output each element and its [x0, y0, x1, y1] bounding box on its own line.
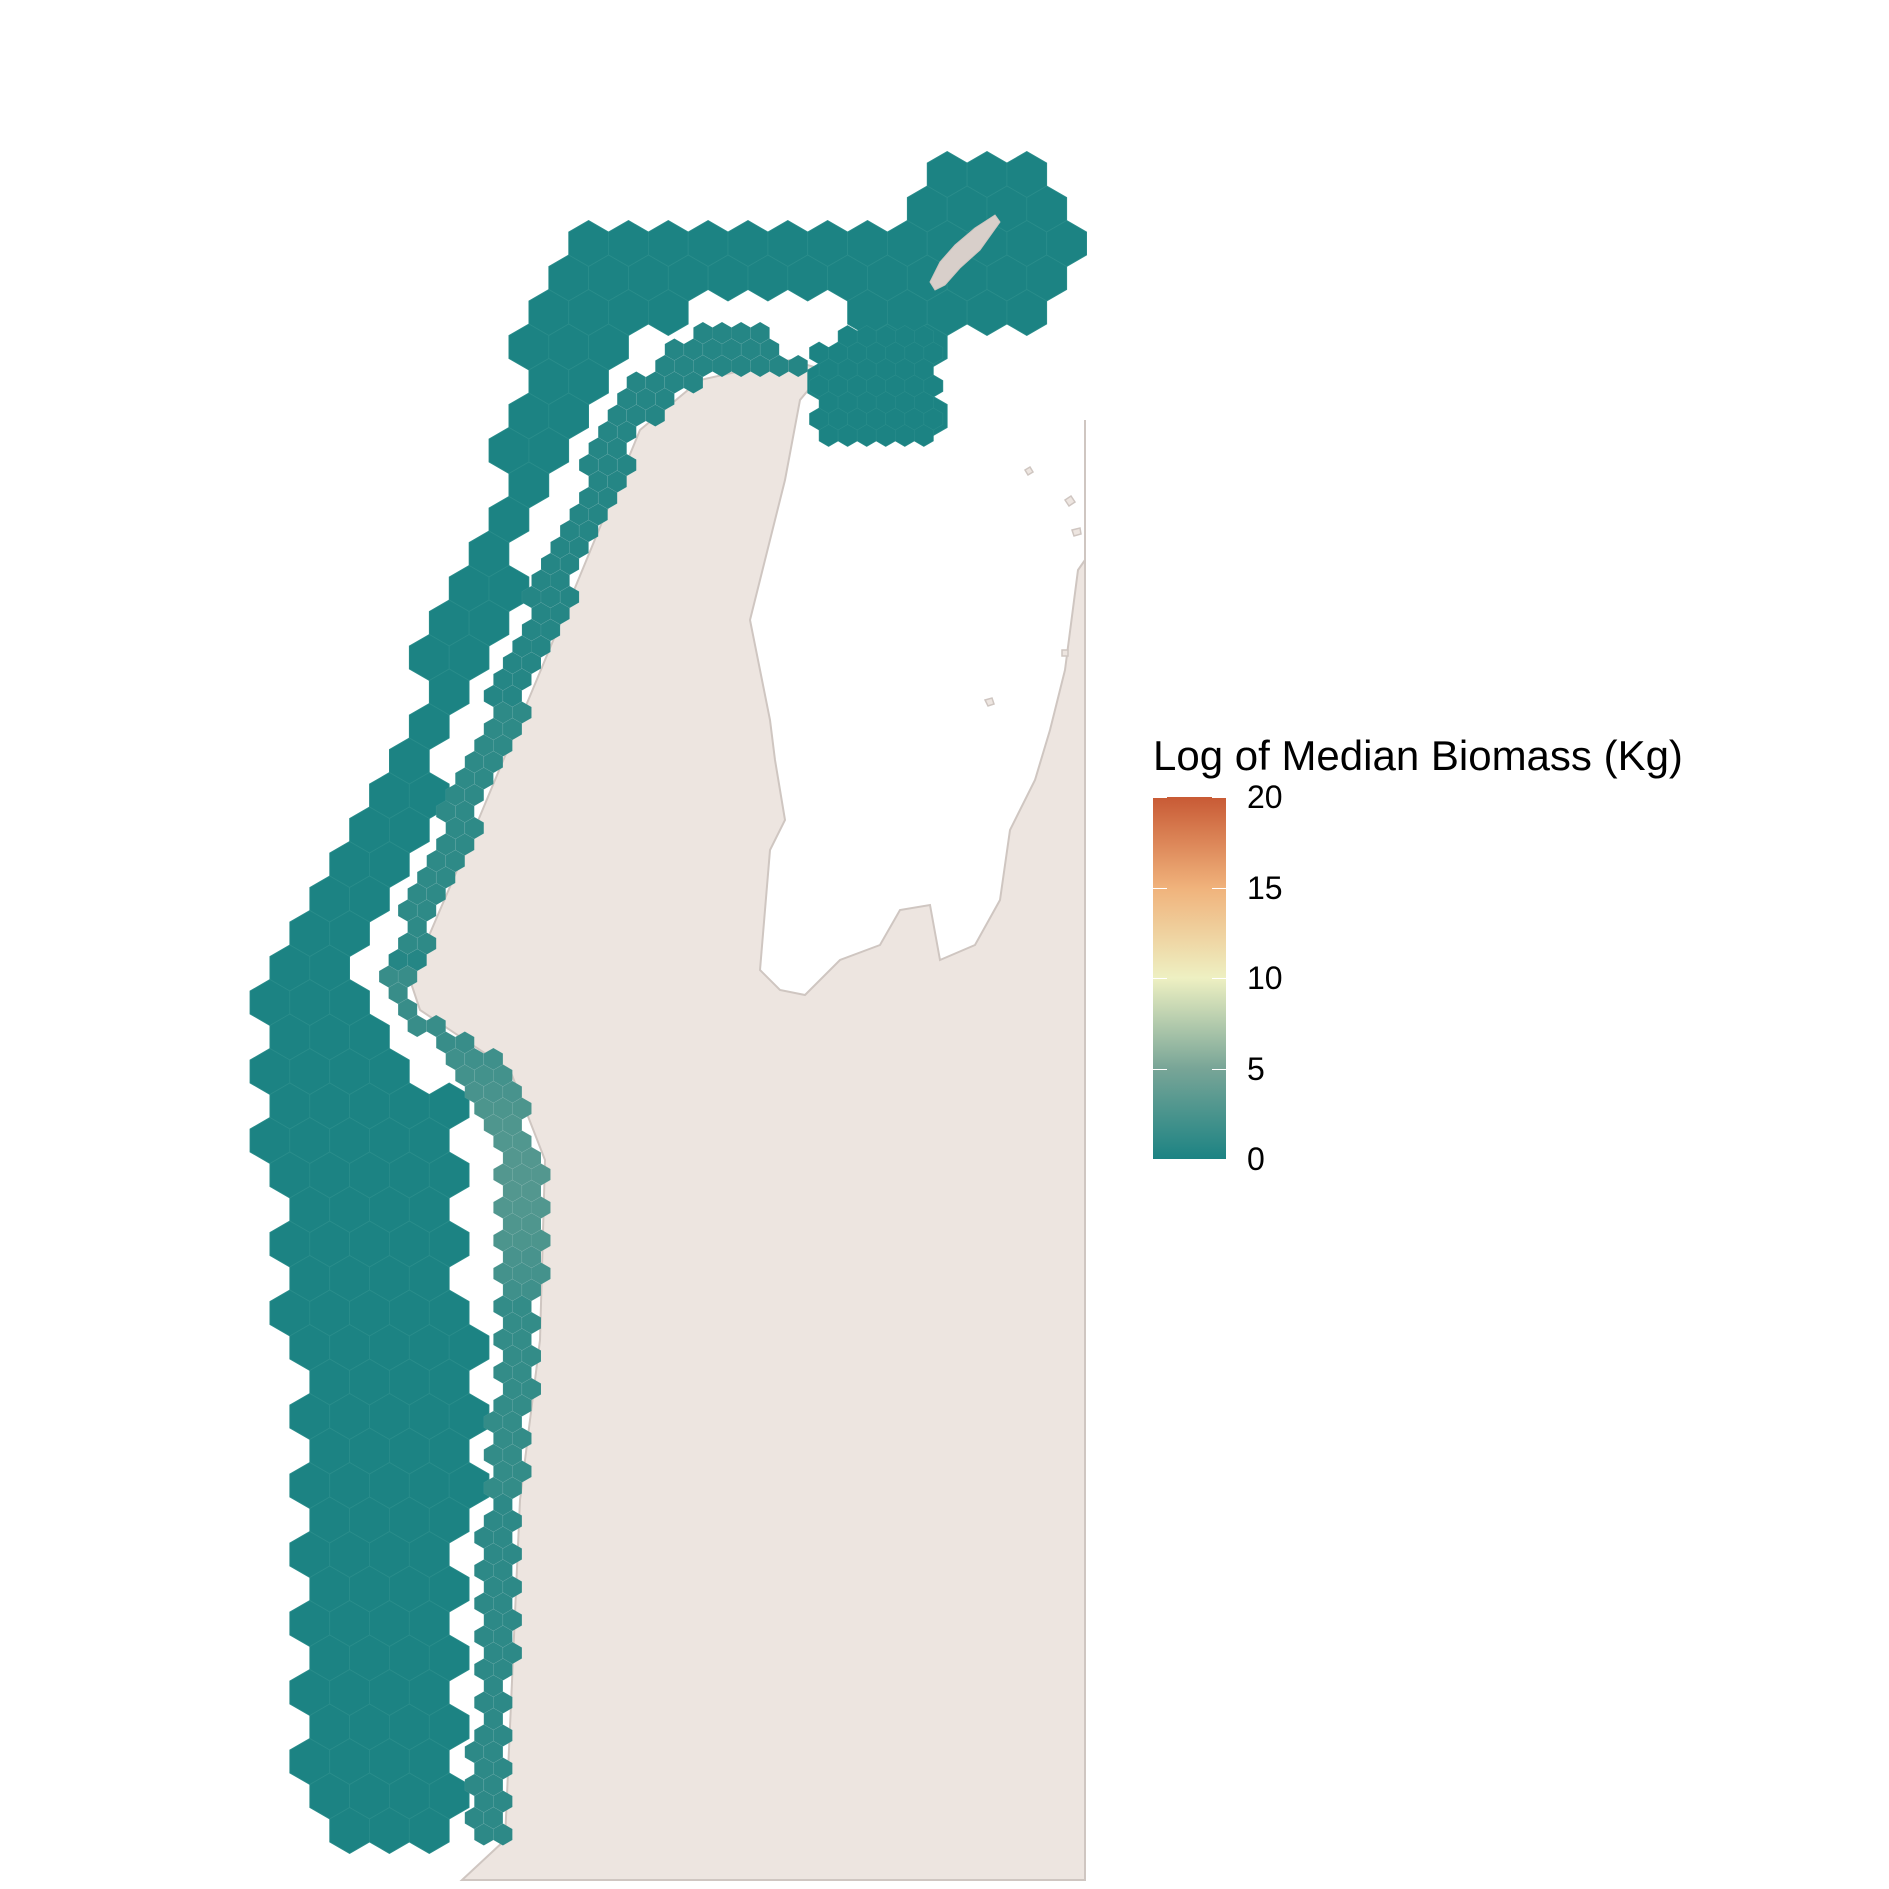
hex-cell-coastal	[493, 1823, 513, 1846]
lake	[929, 214, 1001, 291]
hex-cell	[408, 1807, 450, 1854]
legend-tick-mark	[1153, 978, 1167, 979]
hex-cell-coastal	[645, 404, 666, 427]
hex-cell	[1006, 289, 1048, 336]
legend: Log of Median Biomass (Kg) 0 5 10 15 20	[1153, 732, 1683, 1175]
legend-tick-mark	[1153, 797, 1167, 798]
legend-tick-label: 0	[1247, 1141, 1265, 1177]
legend-title: Log of Median Biomass (Kg)	[1153, 732, 1683, 779]
legend-tick-label: 5	[1247, 1050, 1265, 1087]
legend-tick-mark	[1212, 1068, 1226, 1070]
legend-tick-label: 10	[1247, 960, 1283, 996]
legend-tick-label: 20	[1247, 779, 1283, 815]
legend-tick-mark	[1153, 887, 1167, 889]
island-2	[1071, 527, 1082, 537]
legend-tick-mark	[1212, 1159, 1226, 1160]
legend-tick-mark	[1212, 797, 1226, 798]
hex-grid-layer	[249, 151, 1087, 1854]
island-4	[1023, 465, 1035, 477]
island-1	[1063, 494, 1077, 508]
legend-tick-mark	[1153, 1159, 1167, 1160]
hex-cell-bay	[914, 424, 934, 447]
island-3	[1061, 649, 1069, 657]
legend-tick-label: 15	[1247, 869, 1283, 906]
hex-cell	[648, 289, 689, 336]
legend-tick-mark	[1212, 978, 1226, 979]
island-5	[983, 697, 995, 707]
hex-cell-coastal	[683, 371, 704, 394]
legend-tick-mark	[1153, 1068, 1167, 1070]
legend-tick-mark	[1212, 887, 1226, 889]
hex-cell-coastal	[788, 354, 808, 378]
